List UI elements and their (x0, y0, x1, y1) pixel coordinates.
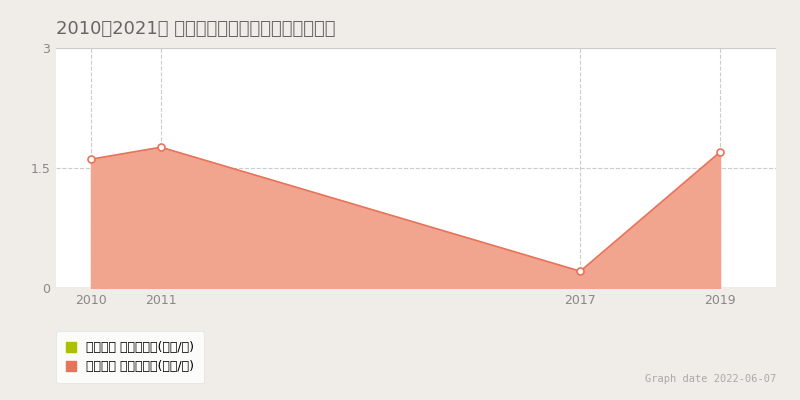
Point (154, 144, 167, 150)
Legend: 地価公示 平均坤単価(万円/坤), 取引価格 平均坤単価(万円/坤): 地価公示 平均坤単価(万円/坤), 取引価格 平均坤単価(万円/坤) (56, 331, 204, 384)
Text: Graph date 2022-06-07: Graph date 2022-06-07 (645, 374, 776, 384)
Point (574, 268, 586, 274)
Point (714, 149, 726, 155)
Text: 2010～2021年 常呂郡訓子府町字日出の地価推移: 2010～2021年 常呂郡訓子府町字日出の地価推移 (56, 20, 335, 38)
Point (85, 156, 98, 162)
